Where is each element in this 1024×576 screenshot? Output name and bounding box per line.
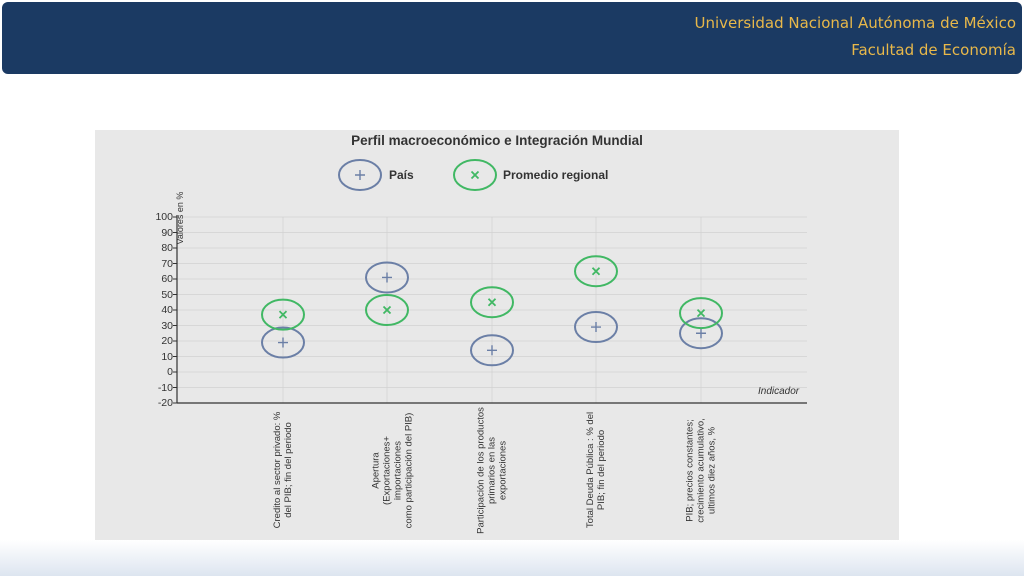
point-pais-circle — [470, 334, 514, 367]
y-tick-label: 40 — [161, 304, 173, 316]
x-category-label: PIB; precios constantes; crecimiento acum… — [685, 406, 718, 534]
point-pais-circle — [574, 311, 618, 344]
x-category-label-line: crecimiento acumulativo, — [695, 417, 707, 523]
point-promedio-regional-circle — [679, 297, 723, 330]
point-promedio-regional-circle — [261, 298, 305, 331]
faculty-name: Facultad de Economía — [851, 41, 1016, 59]
point-promedio-regional-circle — [365, 294, 409, 326]
x-category-label: Total Deuda Pública : % del PIB; fin del … — [585, 406, 607, 534]
x-category-label: Apertura (Exportaciones+ importaciones com… — [370, 406, 415, 534]
point-promedio-regional-glyph — [382, 305, 392, 315]
x-category-label-line: del PIB; fin del periodo — [283, 422, 294, 518]
legend-label-pais: País — [389, 168, 414, 182]
point-promedio-regional-circle — [470, 286, 514, 319]
point-promedio-regional-glyph — [487, 298, 497, 307]
y-tick-label: 30 — [161, 319, 173, 332]
chart-panel: Perfil macroeconómico e Integración Mund… — [95, 130, 899, 558]
legend-marker-promedio-regional-glyph — [470, 170, 480, 180]
legend-label-promedio-regional: Promedio regional — [503, 168, 609, 182]
x-category-label-line: (Exportaciones+ importaciones — [381, 435, 404, 505]
point-pais-circle — [365, 261, 409, 294]
x-category-label-line: exportaciones — [497, 440, 509, 500]
y-axis-label: Valores en % — [175, 191, 185, 245]
x-axis-label: Indicador — [758, 386, 800, 397]
y-tick-label: -10 — [157, 381, 173, 394]
x-category-label-line: como participación del PIB) — [403, 412, 415, 528]
bottom-gradient — [0, 540, 1024, 576]
y-tick-label: 90 — [161, 226, 173, 239]
x-category-label-line: ultimos diez años, % — [706, 426, 718, 514]
y-tick-label: 50 — [161, 288, 173, 301]
point-pais-glyph — [696, 328, 706, 339]
y-tick-label: 80 — [161, 242, 173, 254]
point-pais-glyph — [591, 322, 601, 333]
y-tick-label: 0 — [167, 366, 173, 378]
legend-marker-pais-circle — [338, 159, 382, 191]
point-promedio-regional-glyph — [278, 310, 288, 319]
y-tick-label: 20 — [161, 335, 173, 347]
y-tick-label: 60 — [161, 273, 173, 285]
point-promedio-regional-glyph — [696, 308, 706, 318]
point-pais-glyph — [382, 272, 392, 283]
header-banner: Universidad Nacional Autónoma de México … — [2, 2, 1022, 74]
x-category-label-line: Credito al sector privado: % — [272, 411, 283, 529]
x-category-label-line: PIB; fin del periodo — [596, 429, 607, 511]
x-category-label-line: Participación de los productos — [475, 406, 487, 534]
x-category-label-line: Total Deuda Pública : % del — [585, 411, 596, 529]
point-pais-glyph — [487, 345, 497, 356]
point-pais-circle — [679, 317, 723, 350]
legend-marker-pais-glyph — [355, 170, 365, 180]
university-name: Universidad Nacional Autónoma de México — [694, 14, 1016, 32]
point-pais-glyph — [278, 337, 288, 348]
y-tick-label: 70 — [161, 257, 173, 270]
point-promedio-regional-circle — [574, 255, 618, 288]
point-pais-circle — [261, 326, 305, 359]
legend-marker-promedio-regional-circle — [453, 159, 497, 191]
y-tick-label: 100 — [155, 211, 173, 223]
x-category-label-line: primarios en las — [486, 436, 498, 504]
x-category-label: Participación de los productos primarios … — [476, 406, 509, 534]
chart-title: Perfil macroeconómico e Integración Mund… — [351, 133, 643, 148]
chart-svg — [173, 159, 807, 404]
y-tick-label: -20 — [157, 397, 173, 409]
y-tick-label: 10 — [161, 350, 173, 363]
x-category-label-line: Apertura — [370, 451, 382, 489]
x-category-label-line: PIB; precios constantes; — [684, 418, 696, 522]
x-category-label: Credito al sector privado: % del PIB; fin… — [272, 406, 294, 534]
point-promedio-regional-glyph — [591, 267, 601, 276]
